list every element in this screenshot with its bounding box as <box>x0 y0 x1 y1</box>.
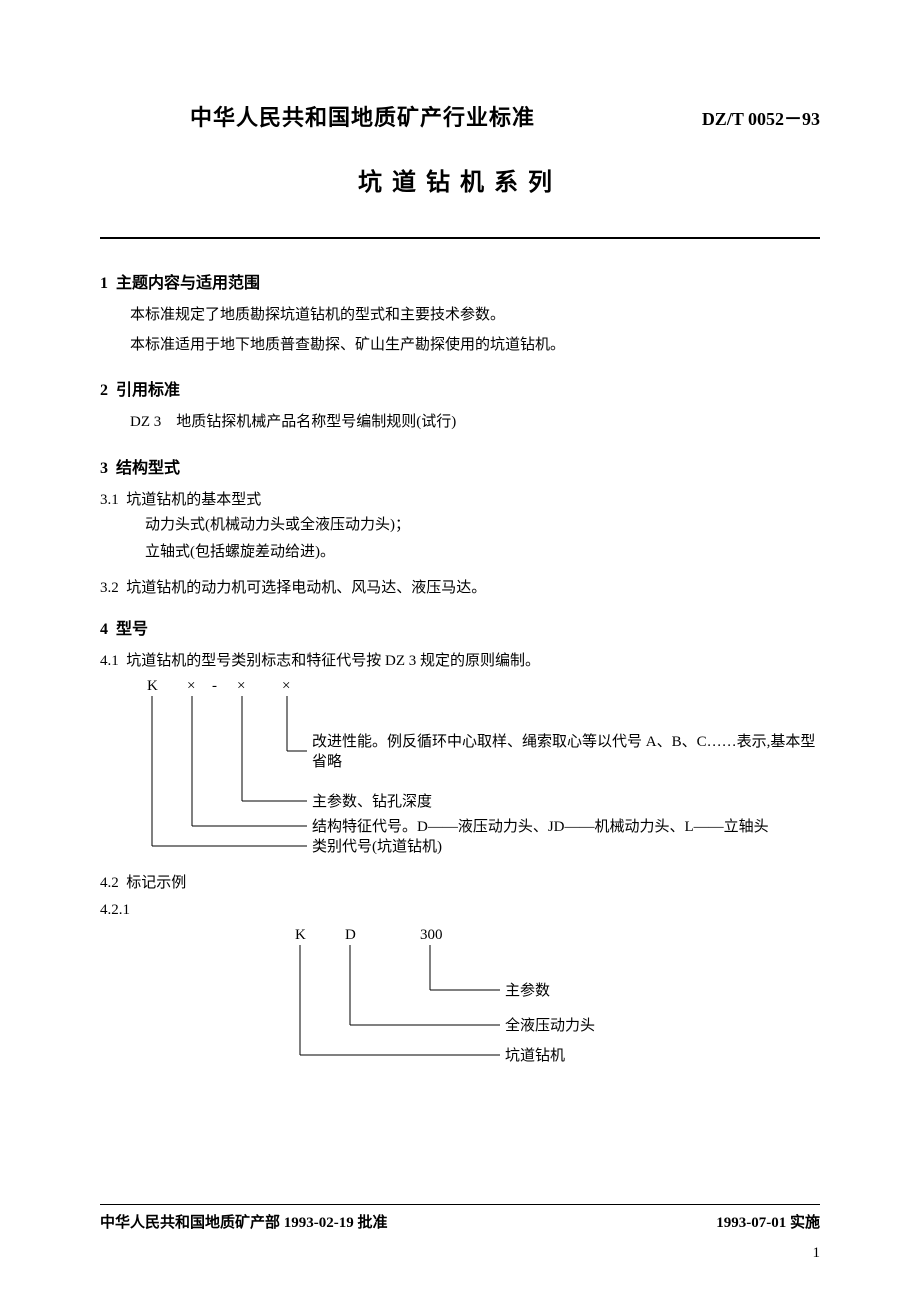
section-2-title: 引用标准 <box>116 382 180 399</box>
section-3-2-text: 坑道钻机的动力机可选择电动机、风马达、液压马达。 <box>126 580 486 596</box>
d1-slot-5: × <box>282 678 290 694</box>
section-4-2-title: 标记示例 <box>126 875 186 891</box>
page-number: 1 <box>813 1245 821 1262</box>
section-3-num: 3 <box>100 460 108 477</box>
header-row: 中华人民共和国地质矿产行业标准 DZ/T 0052－93 <box>100 100 820 132</box>
section-3-1-p1: 动力头式(机械动力头或全液压动力头)； <box>145 513 820 539</box>
section-4-2-1-num: 4.2.1 <box>100 902 130 918</box>
section-1-title: 主题内容与适用范围 <box>116 275 260 292</box>
d2-label-1: 坑道钻机 <box>505 1047 565 1064</box>
d2-label-3: 主参数 <box>505 982 550 999</box>
doc-title: 坑道钻机系列 <box>100 162 820 197</box>
section-2-p1: DZ 3 地质钻探机械产品名称型号编制规则(试行) <box>130 410 820 436</box>
model-code-diagram-2: K D 300 主参数 全液压动力头 坑道钻机 <box>280 925 820 1070</box>
section-3-1: 3.1 坑道钻机的基本型式 <box>100 488 820 509</box>
section-3-heading: 3 结构型式 <box>100 454 820 478</box>
section-3-1-num: 3.1 <box>100 492 119 508</box>
section-3-title: 结构型式 <box>116 460 180 477</box>
org-title: 中华人民共和国地质矿产行业标准 <box>190 100 535 132</box>
d1-slot-1: K <box>147 678 158 694</box>
section-1-num: 1 <box>100 275 108 292</box>
section-3-1-p2: 立轴式(包括螺旋差动给进)。 <box>145 540 820 566</box>
section-4-2-num: 4.2 <box>100 875 119 891</box>
section-4-title: 型号 <box>116 621 148 638</box>
section-1-p1: 本标准规定了地质勘探坑道钻机的型式和主要技术参数。 <box>130 303 820 329</box>
section-4-heading: 4 型号 <box>100 615 820 639</box>
section-4-1-text: 坑道钻机的型号类别标志和特征代号按 DZ 3 规定的原则编制。 <box>126 653 540 669</box>
title-rule <box>100 237 820 239</box>
d1-slot-3: - <box>212 678 217 694</box>
section-4-2-1: 4.2.1 <box>100 902 820 919</box>
footer-right: 1993-07-01 实施 <box>716 1211 820 1232</box>
d1-label-2: 结构特征代号。D——液压动力头、JD——机械动力头、L——立轴头 <box>312 818 769 835</box>
diagram-1-svg: K × - × × 改进性能。例反循环中心取样、绳索取心等以代号 A、B、C……… <box>132 676 832 856</box>
d1-slot-2: × <box>187 678 195 694</box>
section-1-heading: 1 主题内容与适用范围 <box>100 269 820 293</box>
section-1-p2: 本标准适用于地下地质普查勘探、矿山生产勘探使用的坑道钻机。 <box>130 333 820 359</box>
section-2-heading: 2 引用标准 <box>100 376 820 400</box>
d1-label-4b: 省略 <box>312 753 342 770</box>
d2-slot-3: 300 <box>420 927 443 943</box>
footer-left: 中华人民共和国地质矿产部 1993-02-19 批准 <box>100 1211 388 1232</box>
footer: 中华人民共和国地质矿产部 1993-02-19 批准 1993-07-01 实施 <box>100 1196 820 1232</box>
standard-code: DZ/T 0052－93 <box>702 105 820 131</box>
d1-slot-4: × <box>237 678 245 694</box>
d1-label-4a: 改进性能。例反循环中心取样、绳索取心等以代号 A、B、C……表示,基本型 <box>312 732 815 750</box>
d2-label-2: 全液压动力头 <box>505 1016 595 1034</box>
section-4-2: 4.2 标记示例 <box>100 871 820 892</box>
d1-label-3: 主参数、钻孔深度 <box>312 793 432 810</box>
d2-slot-2: D <box>345 927 356 943</box>
page: 中华人民共和国地质矿产行业标准 DZ/T 0052－93 坑道钻机系列 1 主题… <box>0 0 920 1302</box>
model-code-diagram-1: K × - × × 改进性能。例反循环中心取样、绳索取心等以代号 A、B、C……… <box>132 676 820 861</box>
d1-label-1: 类别代号(坑道钻机) <box>312 838 442 855</box>
section-4-1: 4.1 坑道钻机的型号类别标志和特征代号按 DZ 3 规定的原则编制。 <box>100 649 820 670</box>
section-3-2-num: 3.2 <box>100 580 119 596</box>
d2-slot-1: K <box>295 927 306 943</box>
section-2-num: 2 <box>100 382 108 399</box>
footer-rule <box>100 1204 820 1205</box>
section-4-num: 4 <box>100 621 108 638</box>
section-4-1-num: 4.1 <box>100 653 119 669</box>
section-3-2: 3.2 坑道钻机的动力机可选择电动机、风马达、液压马达。 <box>100 576 820 597</box>
diagram-2-svg: K D 300 主参数 全液压动力头 坑道钻机 <box>280 925 780 1065</box>
section-3-1-title: 坑道钻机的基本型式 <box>126 492 261 508</box>
